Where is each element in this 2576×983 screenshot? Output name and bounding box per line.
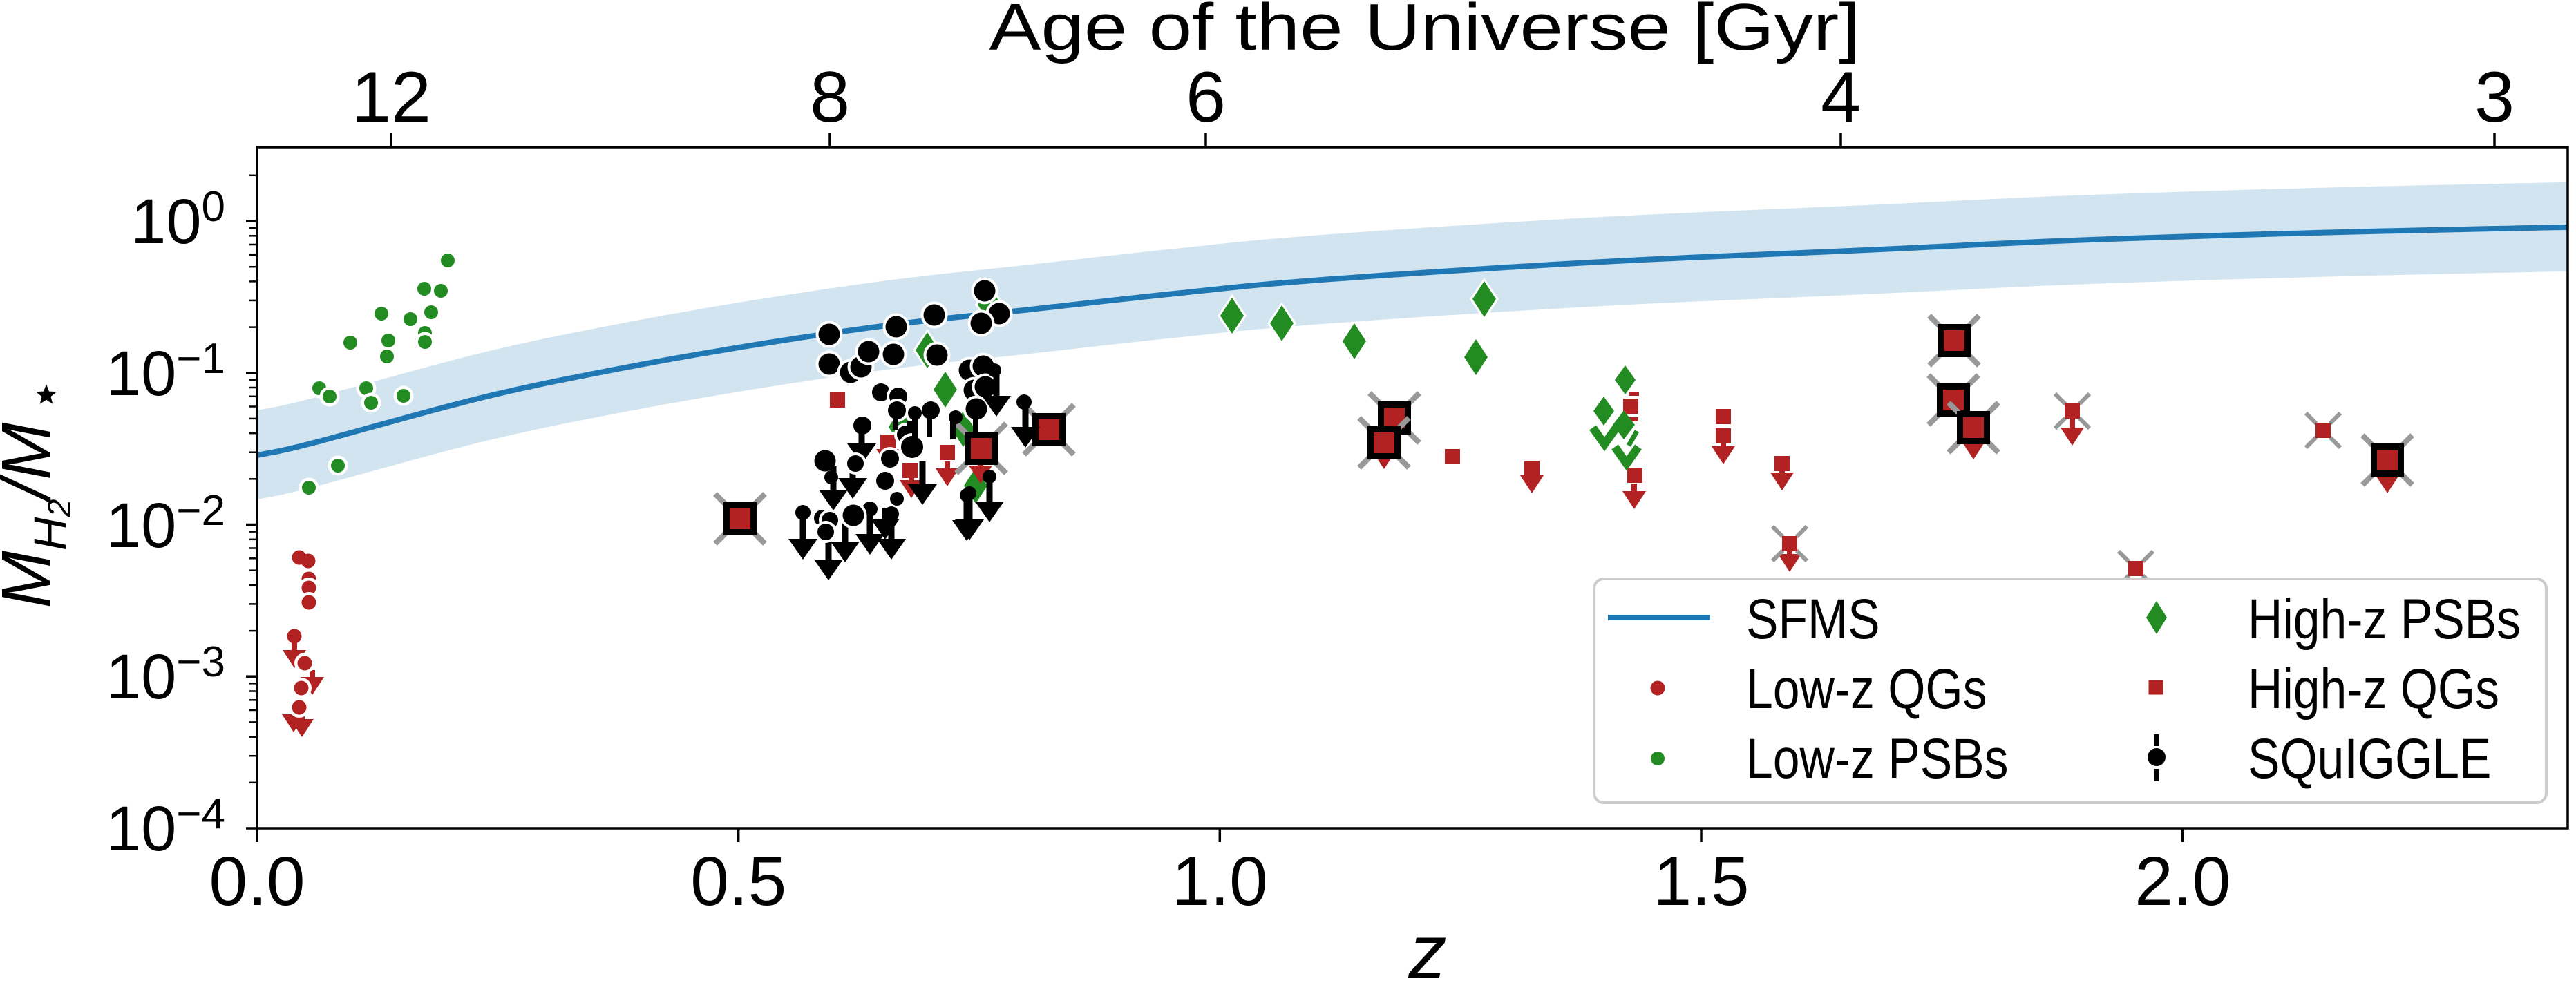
svg-text:2.0: 2.0: [2134, 843, 2231, 920]
svg-text:4: 4: [1821, 57, 1861, 137]
svg-text:1.0: 1.0: [1172, 843, 1268, 920]
svg-text:10−2: 10−2: [106, 487, 225, 561]
svg-text:6: 6: [1186, 57, 1226, 137]
svg-text:0.0: 0.0: [209, 843, 305, 920]
svg-text:z: z: [1408, 910, 1447, 980]
svg-text:10−1: 10−1: [106, 335, 225, 409]
svg-text:SQuIGGLE: SQuIGGLE: [2248, 727, 2491, 791]
svg-text:Age of the Universe [Gyr]: Age of the Universe [Gyr]: [989, 0, 1861, 64]
svg-text:1.5: 1.5: [1653, 843, 1749, 920]
svg-text:3: 3: [2474, 57, 2515, 137]
svg-text:Low-z QGs: Low-z QGs: [1746, 658, 1987, 721]
svg-text:SFMS: SFMS: [1746, 588, 1880, 651]
svg-text:0.5: 0.5: [690, 843, 786, 920]
svg-text:8: 8: [810, 57, 850, 137]
svg-text:High-z PSBs: High-z PSBs: [2248, 588, 2521, 651]
svg-text:Low-z PSBs: Low-z PSBs: [1746, 727, 2009, 791]
svg-text:12: 12: [351, 57, 431, 137]
svg-text:High-z QGs: High-z QGs: [2248, 658, 2499, 721]
